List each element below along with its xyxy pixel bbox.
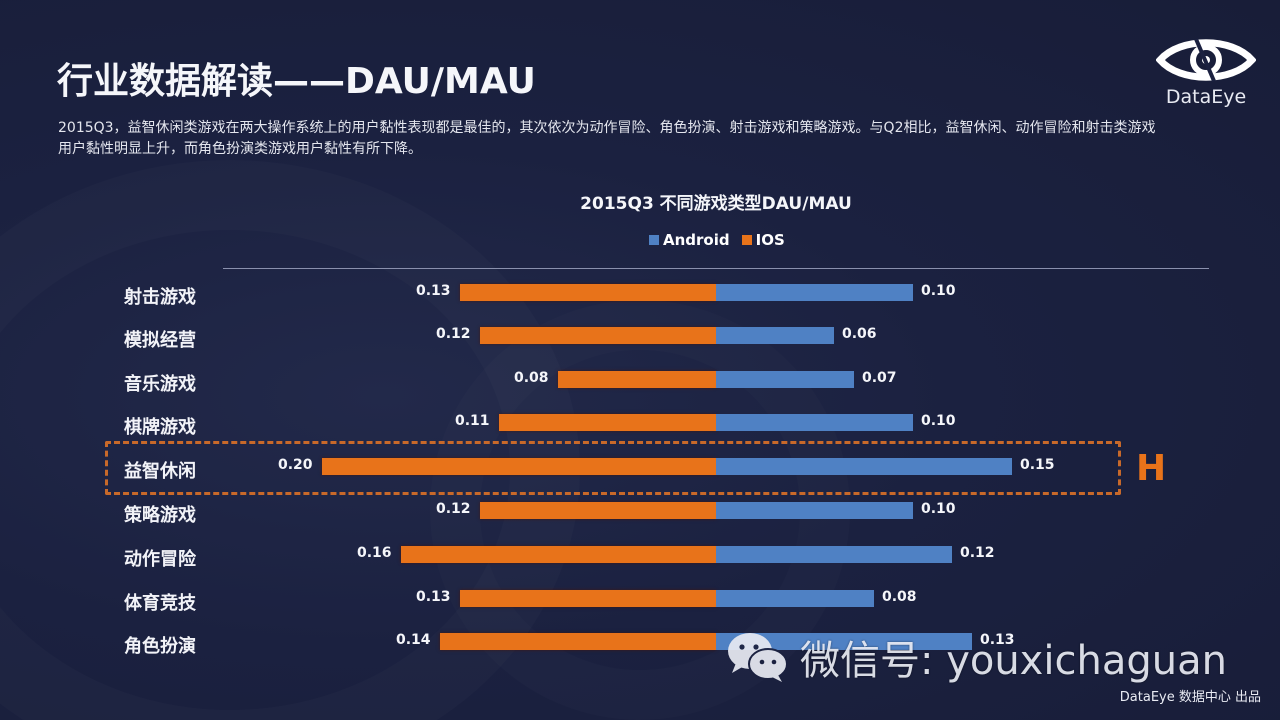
bar-android — [716, 458, 1012, 475]
chart-legend: Android IOS — [649, 231, 785, 249]
value-label-android: 0.12 — [960, 545, 995, 561]
watermark-text: 微信号: youxichaguan — [800, 638, 1227, 684]
highlight-box — [105, 441, 1121, 495]
category-label: 体育竞技 — [124, 593, 196, 614]
value-label-android: 0.10 — [921, 413, 956, 429]
bar-ios — [480, 327, 716, 344]
value-label-ios: 0.12 — [436, 501, 471, 517]
value-label-ios: 0.08 — [514, 370, 549, 386]
legend-item-android: Android — [649, 231, 730, 249]
category-label: 棋牌游戏 — [124, 417, 196, 438]
bar-ios — [460, 284, 716, 301]
category-label: 音乐游戏 — [124, 374, 196, 395]
value-label-android: 0.10 — [921, 283, 956, 299]
logo: DataEye — [1153, 35, 1259, 115]
wechat-icon — [728, 633, 788, 682]
value-label-ios: 0.16 — [357, 545, 392, 561]
category-label: 角色扮演 — [124, 636, 196, 657]
eye-icon — [1156, 38, 1256, 82]
legend-item-ios: IOS — [741, 231, 785, 249]
chart-row: 益智休闲 0.20 0.15 — [0, 457, 1280, 482]
chart-title: 2015Q3 不同游戏类型DAU/MAU — [580, 194, 852, 214]
value-label-ios: 0.12 — [436, 326, 471, 342]
value-label-android: 0.13 — [980, 632, 1015, 648]
bar-android — [716, 546, 952, 563]
value-label-android: 0.06 — [842, 326, 877, 342]
category-label: 策略游戏 — [124, 505, 196, 526]
value-label-android: 0.08 — [882, 589, 917, 605]
value-label-ios: 0.20 — [278, 457, 313, 473]
ios-swatch-icon — [741, 235, 752, 245]
bar-android — [716, 327, 834, 344]
value-label-ios: 0.11 — [455, 413, 490, 429]
android-swatch-icon — [649, 235, 659, 245]
chart-row: 射击游戏 0.13 0.10 — [0, 283, 1280, 308]
bar-android — [716, 502, 913, 519]
bar-android — [716, 414, 913, 431]
value-label-ios: 0.13 — [416, 283, 451, 299]
bar-ios — [322, 458, 716, 475]
bar-ios — [401, 546, 716, 563]
bar-ios — [499, 414, 716, 431]
chart-row: 模拟经营 0.12 0.06 — [0, 326, 1280, 351]
bar-ios — [440, 633, 716, 650]
value-label-ios: 0.13 — [416, 589, 451, 605]
value-label-android: 0.15 — [1020, 457, 1055, 473]
category-label: 模拟经营 — [124, 330, 196, 351]
watermark: 微信号: youxichaguan — [726, 628, 1227, 686]
legend-label-ios: IOS — [755, 231, 785, 249]
bar-android — [716, 371, 854, 388]
chart-row: 角色扮演 0.14 0.13 — [0, 632, 1280, 657]
bar-ios — [480, 502, 716, 519]
category-label: 动作冒险 — [124, 549, 196, 570]
bar-android — [716, 284, 913, 301]
bar-android — [716, 633, 972, 650]
bar-ios — [558, 371, 716, 388]
legend-label-android: Android — [663, 231, 730, 249]
value-label-ios: 0.14 — [396, 632, 431, 648]
category-label: 益智休闲 — [124, 461, 196, 482]
category-label: 射击游戏 — [124, 287, 196, 308]
highlight-mark: H — [1136, 448, 1167, 489]
page-title: 行业数据解读——DAU/MAU — [57, 61, 536, 102]
chart-row: 音乐游戏 0.08 0.07 — [0, 370, 1280, 395]
chart-row: 体育竞技 0.13 0.08 — [0, 589, 1280, 614]
summary-text: 2015Q3，益智休闲类游戏在两大操作系统上的用户黏性表现都是最佳的，其次依次为… — [58, 120, 1156, 157]
bar-android — [716, 590, 874, 607]
chart-axis-line — [223, 268, 1209, 269]
value-label-android: 0.07 — [862, 370, 897, 386]
footer-credit: DataEye 数据中心 出品 — [1119, 690, 1261, 705]
value-label-android: 0.10 — [921, 501, 956, 517]
chart-row: 棋牌游戏 0.11 0.10 — [0, 413, 1280, 438]
bar-ios — [460, 590, 716, 607]
chart-row: 动作冒险 0.16 0.12 — [0, 545, 1280, 570]
chart-row: 策略游戏 0.12 0.10 — [0, 501, 1280, 526]
logo-text: DataEye — [1165, 86, 1247, 108]
